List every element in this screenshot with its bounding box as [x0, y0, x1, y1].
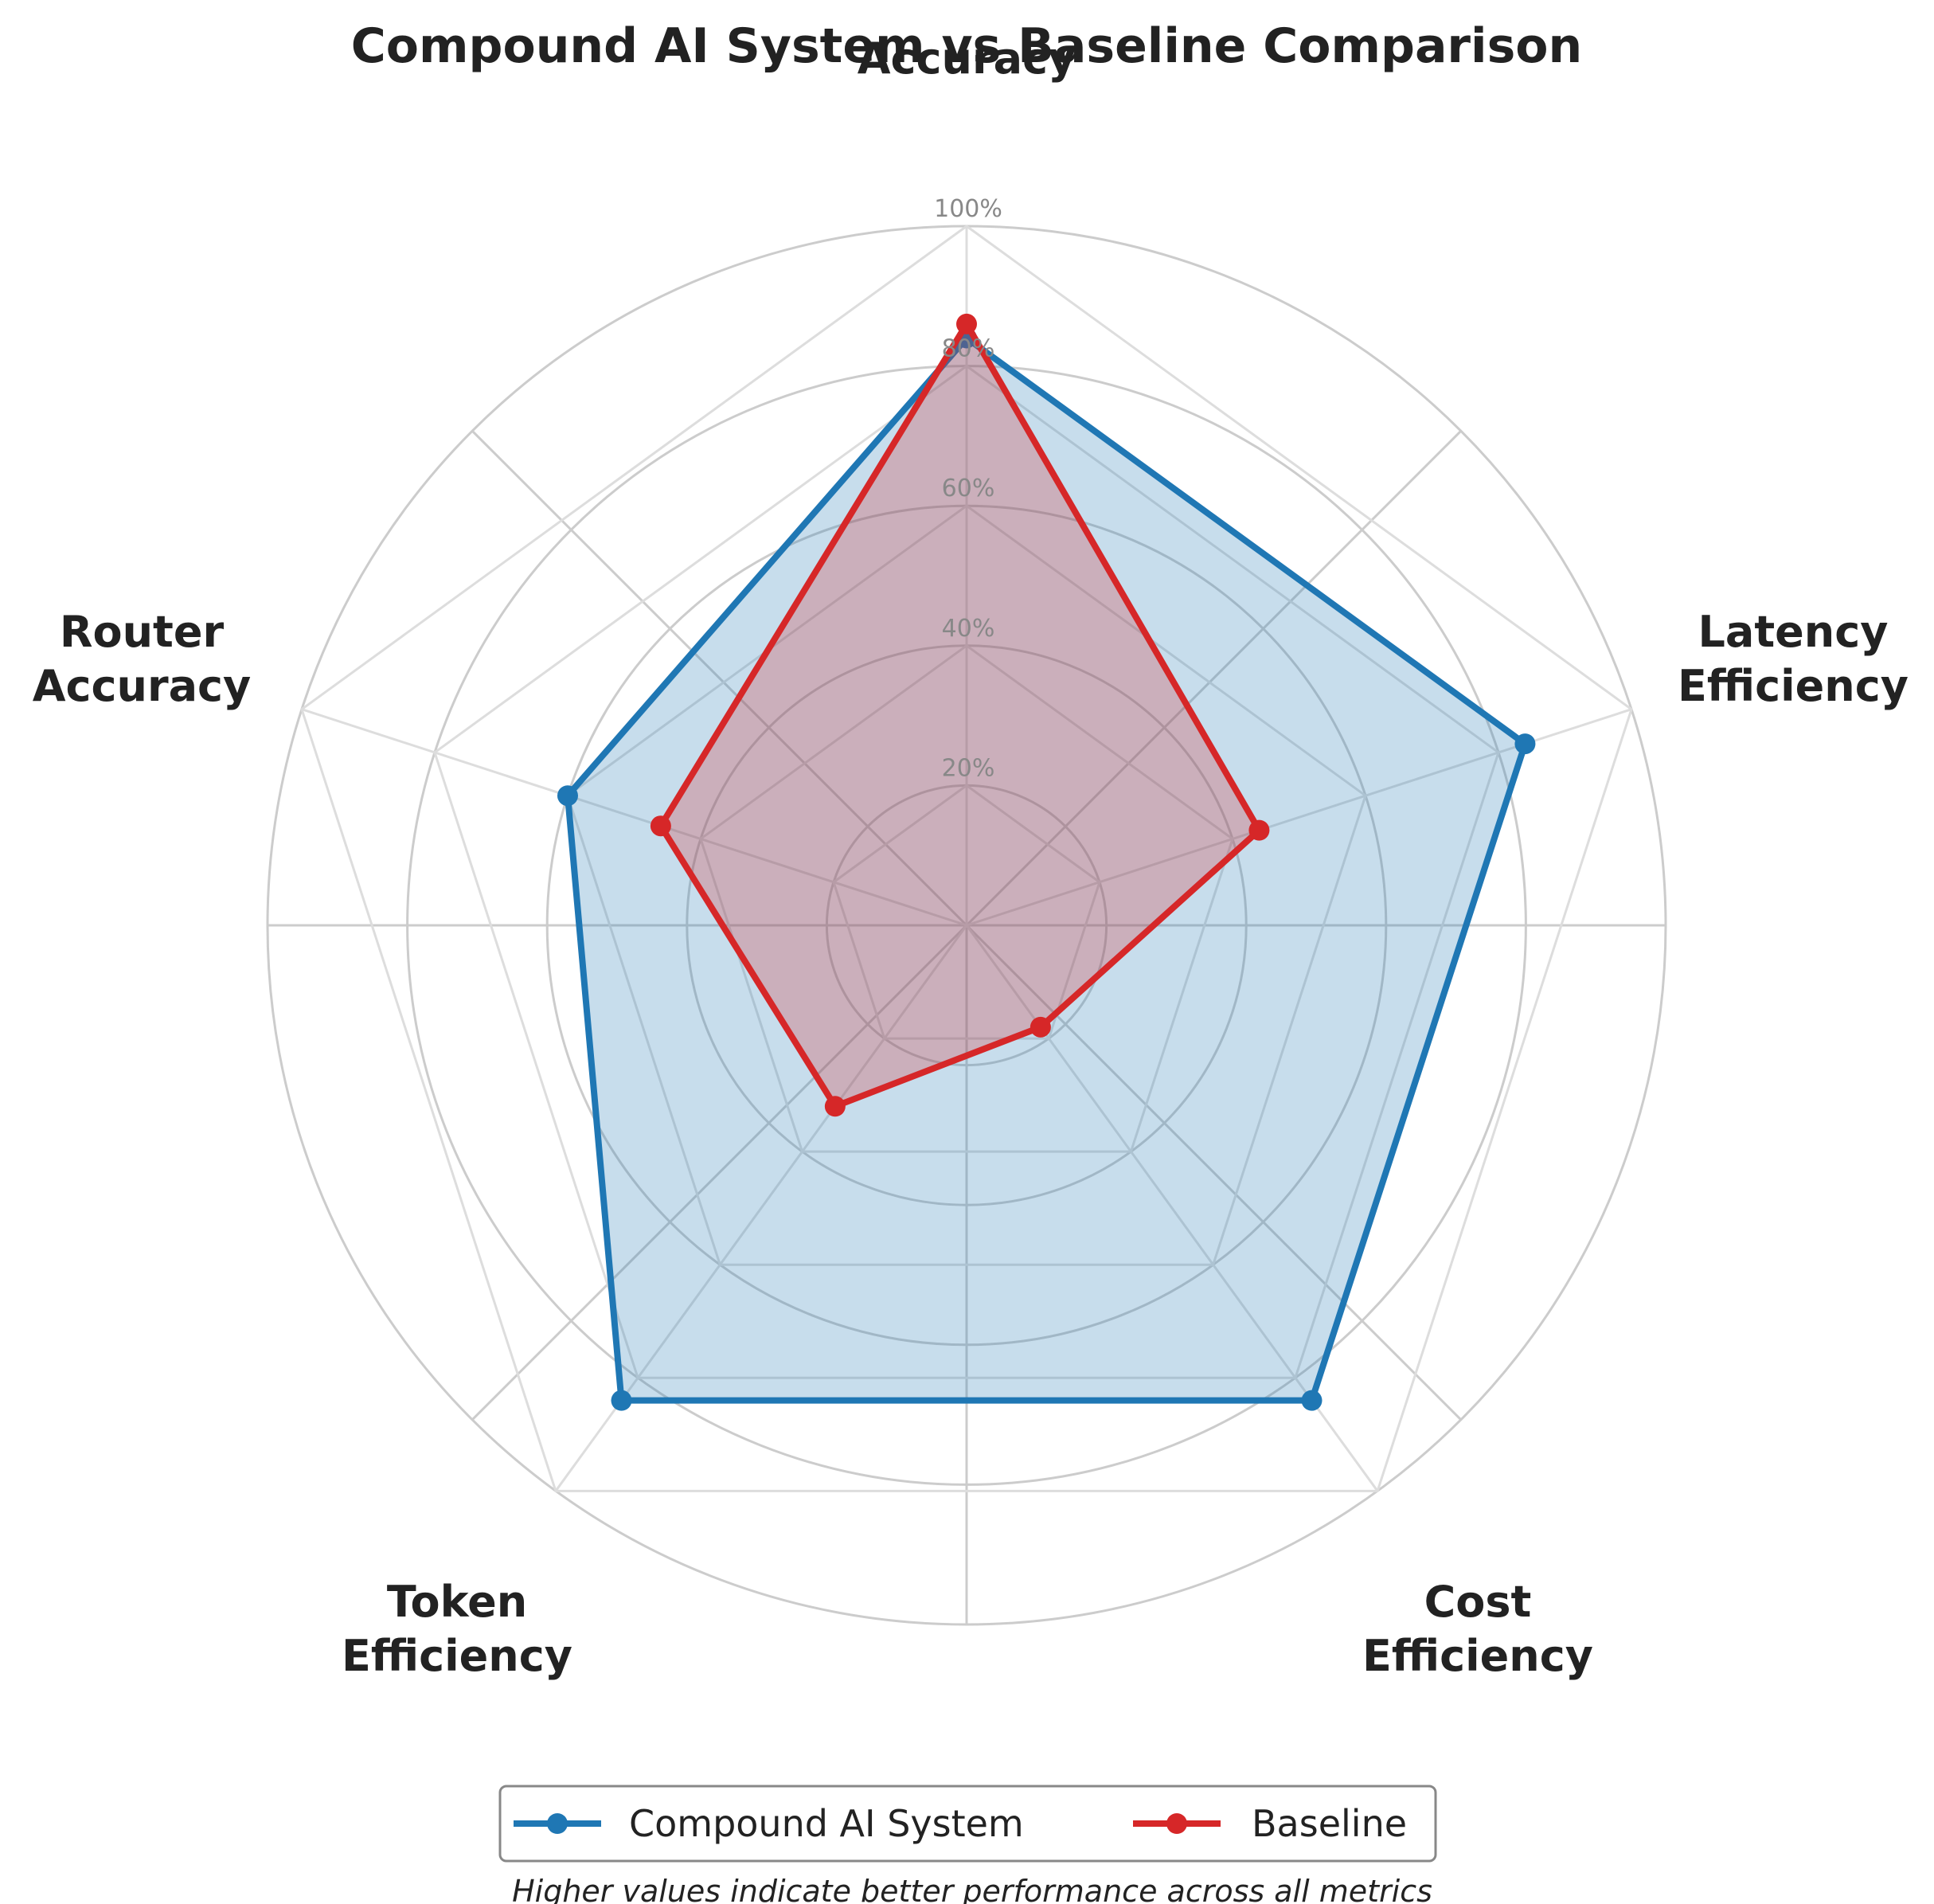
- tick-label: 60%: [942, 475, 995, 502]
- series-baseline: [650, 313, 1270, 1117]
- axis-label: Cost Efficiency: [1362, 1577, 1593, 1681]
- legend-item: Compound AI System: [514, 1802, 1024, 1845]
- pentagon-grid-ring: [433, 364, 1500, 1379]
- pentagon-grid-ring: [699, 643, 1234, 1153]
- legend-label: Compound AI System: [629, 1802, 1024, 1845]
- series-line: [657, 320, 1263, 1110]
- data-point: [824, 1096, 846, 1117]
- axis-label: Latency Efficiency: [1678, 607, 1909, 711]
- radial-ticks: 20% 40% 60% 80% 100%: [934, 195, 1002, 782]
- legend-swatch-marker: [547, 1813, 568, 1834]
- data-point: [650, 815, 671, 837]
- tick-label: 80%: [942, 335, 995, 363]
- pentagon-grid-ring: [832, 784, 1101, 1040]
- legend-swatch-marker: [1166, 1813, 1187, 1834]
- axis-labels: Accuracy Latency Efficiency Cost Efficiency T…: [33, 33, 1909, 1681]
- polar-grid-spoke: [965, 924, 1462, 1421]
- data-point: [1514, 733, 1536, 755]
- data-point: [1030, 1016, 1051, 1038]
- tick-label: 20%: [942, 754, 995, 782]
- pentagon-grid-ring: [300, 225, 1633, 1492]
- data-point: [557, 785, 578, 807]
- data-point: [1248, 819, 1270, 841]
- legend-frame: [498, 1785, 1437, 1863]
- axis-label: Router Accuracy: [33, 607, 252, 711]
- data-point: [1301, 1390, 1323, 1411]
- axis-label: Token Efficiency: [342, 1577, 572, 1681]
- radar-series: [557, 313, 1536, 1411]
- legend: Compound AI System Baseline: [498, 1785, 1437, 1863]
- pentagon-grid-ring: [566, 504, 1367, 1266]
- polar-grid-spoke: [471, 924, 968, 1421]
- polar-grid-spoke: [965, 430, 1462, 927]
- legend-label: Baseline: [1252, 1802, 1407, 1845]
- data-point: [611, 1390, 632, 1411]
- tick-label: 40%: [942, 615, 995, 643]
- polar-grid-spoke: [471, 430, 968, 927]
- series-area: [660, 323, 1260, 1107]
- chart-title: Compound AI System vs Baseline Compariso…: [351, 18, 1582, 74]
- axis-label: Accuracy: [858, 33, 1076, 84]
- tick-label: 100%: [934, 195, 1002, 223]
- chart-caption: Higher values indicate better performanc…: [512, 1874, 1432, 1904]
- series-compound: [557, 327, 1536, 1411]
- radial-axis-line: [301, 708, 967, 927]
- data-point: [956, 313, 977, 334]
- legend-item: Baseline: [1133, 1802, 1407, 1845]
- series-line: [564, 334, 1529, 1404]
- series-area: [567, 338, 1526, 1401]
